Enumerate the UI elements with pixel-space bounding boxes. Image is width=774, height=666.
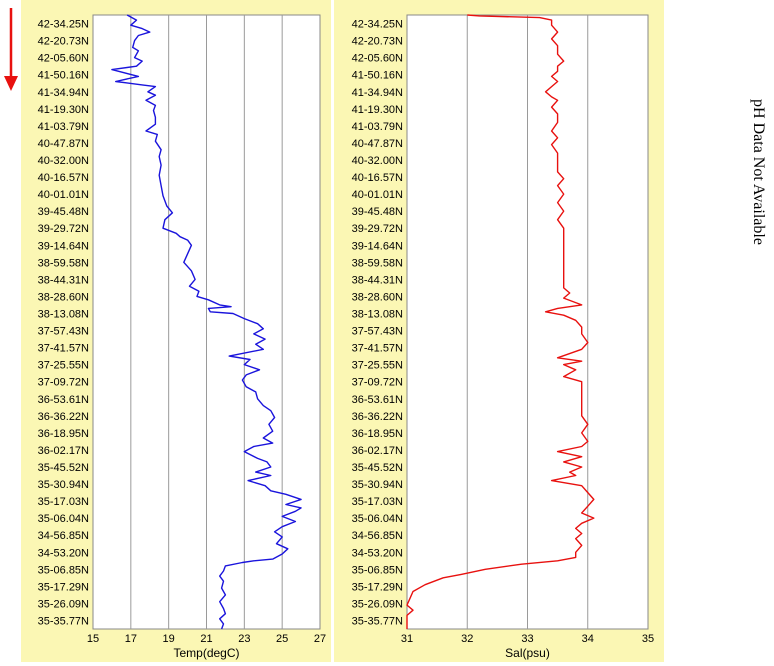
- sal-y-tick-label: 42-34.25N: [352, 19, 403, 31]
- temp-y-tick-label: 39-14.64N: [38, 240, 89, 252]
- temp-x-tick-label: 21: [200, 633, 212, 645]
- sal-y-tick-label: 39-45.48N: [352, 206, 403, 218]
- sal-y-tick-label: 41-19.30N: [352, 104, 403, 116]
- temp-y-tick-label: 41-03.79N: [38, 121, 89, 133]
- temp-y-tick-label: 39-29.72N: [38, 223, 89, 235]
- sal-y-tick-label: 35-30.94N: [352, 479, 403, 491]
- sal-y-tick-label: 35-06.85N: [352, 564, 403, 576]
- temperature-panel: 15 17 19 21 23 25 27 42-34.25N 42-20.73N 42-05.60…: [21, 0, 331, 662]
- sal-x-axis-title: Sal(psu): [505, 646, 550, 660]
- sal-y-tick-label: 42-05.60N: [352, 53, 403, 65]
- temp-y-tick-label: 36-02.17N: [38, 445, 89, 457]
- sal-y-tick-label: 38-59.58N: [352, 257, 403, 269]
- sal-y-tick-label: 36-53.61N: [352, 394, 403, 406]
- temp-y-tick-label: 38-13.08N: [38, 308, 89, 320]
- sal-y-tick-label: 39-29.72N: [352, 223, 403, 235]
- temp-y-tick-label: 35-06.85N: [38, 564, 89, 576]
- down-arrow-icon: [4, 8, 18, 91]
- sal-x-tick-label: 34: [582, 633, 594, 645]
- temp-y-tick-label: 42-20.73N: [38, 36, 89, 48]
- sal-y-tick-label: 41-34.94N: [352, 87, 403, 99]
- sal-y-tick-label: 37-25.55N: [352, 360, 403, 372]
- sal-y-tick-label: 40-01.01N: [352, 189, 403, 201]
- sal-y-tick-label: 35-35.77N: [352, 615, 403, 627]
- temp-y-tick-label: 34-53.20N: [38, 547, 89, 559]
- sal-x-tick-label: 33: [521, 633, 533, 645]
- sal-y-tick-label: 38-44.31N: [352, 274, 403, 286]
- temp-y-tick-label: 34-56.85N: [38, 530, 89, 542]
- sal-y-tick-label: 42-20.73N: [352, 36, 403, 48]
- sal-y-tick-label: 39-14.64N: [352, 240, 403, 252]
- temp-y-tick-label: 35-45.52N: [38, 462, 89, 474]
- temp-y-tick-label: 37-41.57N: [38, 343, 89, 355]
- sal-y-tick-label: 37-09.72N: [352, 377, 403, 389]
- sal-x-tick-label: 35: [642, 633, 654, 645]
- sal-x-tick-label: 31: [401, 633, 413, 645]
- temp-x-tick-label: 19: [163, 633, 175, 645]
- sal-y-tick-label: 35-26.09N: [352, 598, 403, 610]
- temp-x-tick-label: 23: [238, 633, 250, 645]
- temp-x-tick-label: 27: [314, 633, 326, 645]
- temp-y-tick-label: 35-35.77N: [38, 615, 89, 627]
- temp-y-tick-label: 38-59.58N: [38, 257, 89, 269]
- sal-y-tick-label: 40-16.57N: [352, 172, 403, 184]
- temp-y-tick-label: 42-34.25N: [38, 19, 89, 31]
- sal-y-tick-label: 41-03.79N: [352, 121, 403, 133]
- temp-y-tick-label: 35-06.04N: [38, 513, 89, 525]
- ph-not-available-note: pH Data Not Available: [750, 99, 767, 245]
- temp-y-tick-label: 41-19.30N: [38, 104, 89, 116]
- temp-y-tick-label: 37-25.55N: [38, 360, 89, 372]
- temp-y-tick-label: 40-32.00N: [38, 155, 89, 167]
- temp-y-tick-label: 36-18.95N: [38, 428, 89, 440]
- sal-y-tick-label: 36-18.95N: [352, 428, 403, 440]
- temp-y-tick-label: 40-01.01N: [38, 189, 89, 201]
- sal-y-tick-label: 40-47.87N: [352, 138, 403, 150]
- sal-y-tick-label: 41-50.16N: [352, 70, 403, 82]
- sal-y-tick-label: 34-53.20N: [352, 547, 403, 559]
- temp-y-tick-label: 41-50.16N: [38, 70, 89, 82]
- sal-y-tick-label: 36-02.17N: [352, 445, 403, 457]
- sal-y-tick-label: 37-57.43N: [352, 326, 403, 338]
- sal-y-tick-label: 37-41.57N: [352, 343, 403, 355]
- sal-y-tick-label: 38-13.08N: [352, 308, 403, 320]
- temp-x-tick-label: 25: [276, 633, 288, 645]
- sal-y-tick-label: 35-45.52N: [352, 462, 403, 474]
- temp-y-tick-label: 36-36.22N: [38, 411, 89, 423]
- temp-y-tick-label: 40-47.87N: [38, 138, 89, 150]
- temp-y-tick-label: 41-34.94N: [38, 87, 89, 99]
- temp-y-tick-label: 39-45.48N: [38, 206, 89, 218]
- temp-y-tick-label: 35-17.03N: [38, 496, 89, 508]
- temp-series-line: [111, 14, 302, 630]
- temp-y-tick-label: 36-53.61N: [38, 394, 89, 406]
- sal-y-tick-label: 35-17.29N: [352, 581, 403, 593]
- sal-y-tick-label: 35-06.04N: [352, 513, 403, 525]
- temp-y-tick-label: 35-17.29N: [38, 581, 89, 593]
- temp-y-tick-label: 37-09.72N: [38, 377, 89, 389]
- sal-y-tick-label: 40-32.00N: [352, 155, 403, 167]
- temp-x-axis-title: Temp(degC): [173, 646, 239, 660]
- temp-y-tick-label: 38-28.60N: [38, 291, 89, 303]
- temp-y-tick-label: 35-26.09N: [38, 598, 89, 610]
- temp-y-tick-label: 37-57.43N: [38, 326, 89, 338]
- temp-x-tick-label: 15: [87, 633, 99, 645]
- sal-series-line: [406, 14, 595, 629]
- temp-y-tick-label: 35-30.94N: [38, 479, 89, 491]
- sal-y-tick-label: 35-17.03N: [352, 496, 403, 508]
- temp-x-tick-label: 17: [125, 633, 137, 645]
- sal-y-tick-label: 34-56.85N: [352, 530, 403, 542]
- salinity-panel: 31 32 33 34 35 42-34.25N 42-20.73N 42-05.60N 41-…: [334, 0, 664, 662]
- temp-y-tick-label: 38-44.31N: [38, 274, 89, 286]
- sal-y-tick-label: 38-28.60N: [352, 291, 403, 303]
- temp-y-tick-label: 42-05.60N: [38, 53, 89, 65]
- temp-y-tick-label: 40-16.57N: [38, 172, 89, 184]
- sal-x-tick-label: 32: [461, 633, 473, 645]
- sal-y-tick-label: 36-36.22N: [352, 411, 403, 423]
